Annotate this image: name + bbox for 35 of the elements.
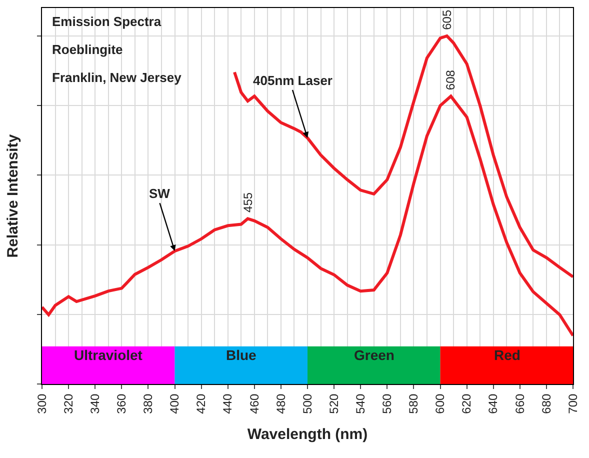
x-tick-label: 480: [274, 393, 288, 414]
annotation: 605: [440, 10, 454, 30]
x-tick-label: 300: [34, 393, 49, 414]
x-axis-title: Wavelength (nm): [247, 426, 368, 443]
x-tick-label: 680: [539, 393, 554, 414]
x-tick-label: 580: [406, 393, 421, 414]
band-label: Blue: [226, 347, 257, 363]
band-label: Ultraviolet: [74, 347, 143, 363]
band-label: Green: [354, 347, 394, 363]
x-tick-label: 440: [220, 393, 235, 414]
x-tick-label: 660: [512, 393, 527, 414]
x-tick-label: 520: [326, 393, 341, 414]
x-tick-label: 340: [88, 393, 102, 414]
annotation: 608: [444, 70, 458, 90]
x-tick-label: 560: [380, 393, 394, 414]
band-label: Red: [494, 347, 520, 363]
chart-title: Emission Spectra: [52, 14, 162, 29]
annotation: 405nm Laser: [253, 73, 332, 88]
x-tick-label: 540: [354, 393, 368, 414]
annotation: Franklin, New Jersey: [52, 70, 182, 85]
x-tick-label: 320: [61, 393, 76, 414]
x-tick-label: 640: [486, 393, 500, 414]
annotation: 455: [241, 192, 256, 212]
x-tick-label: 620: [460, 393, 474, 414]
text: Roeblingite: [52, 42, 123, 57]
x-tick-label: 500: [300, 393, 314, 414]
annotation: SW: [149, 186, 171, 201]
x-tick-label: 380: [141, 393, 156, 414]
x-tick-label: 360: [114, 393, 129, 414]
y-axis-title: Relative Intensity: [4, 134, 22, 258]
x-tick-label: 460: [247, 393, 262, 414]
x-tick-label: 400: [168, 393, 182, 414]
x-tick-label: 600: [433, 393, 448, 414]
x-tick-label: 420: [194, 393, 208, 414]
x-tick-label: 700: [566, 393, 580, 414]
